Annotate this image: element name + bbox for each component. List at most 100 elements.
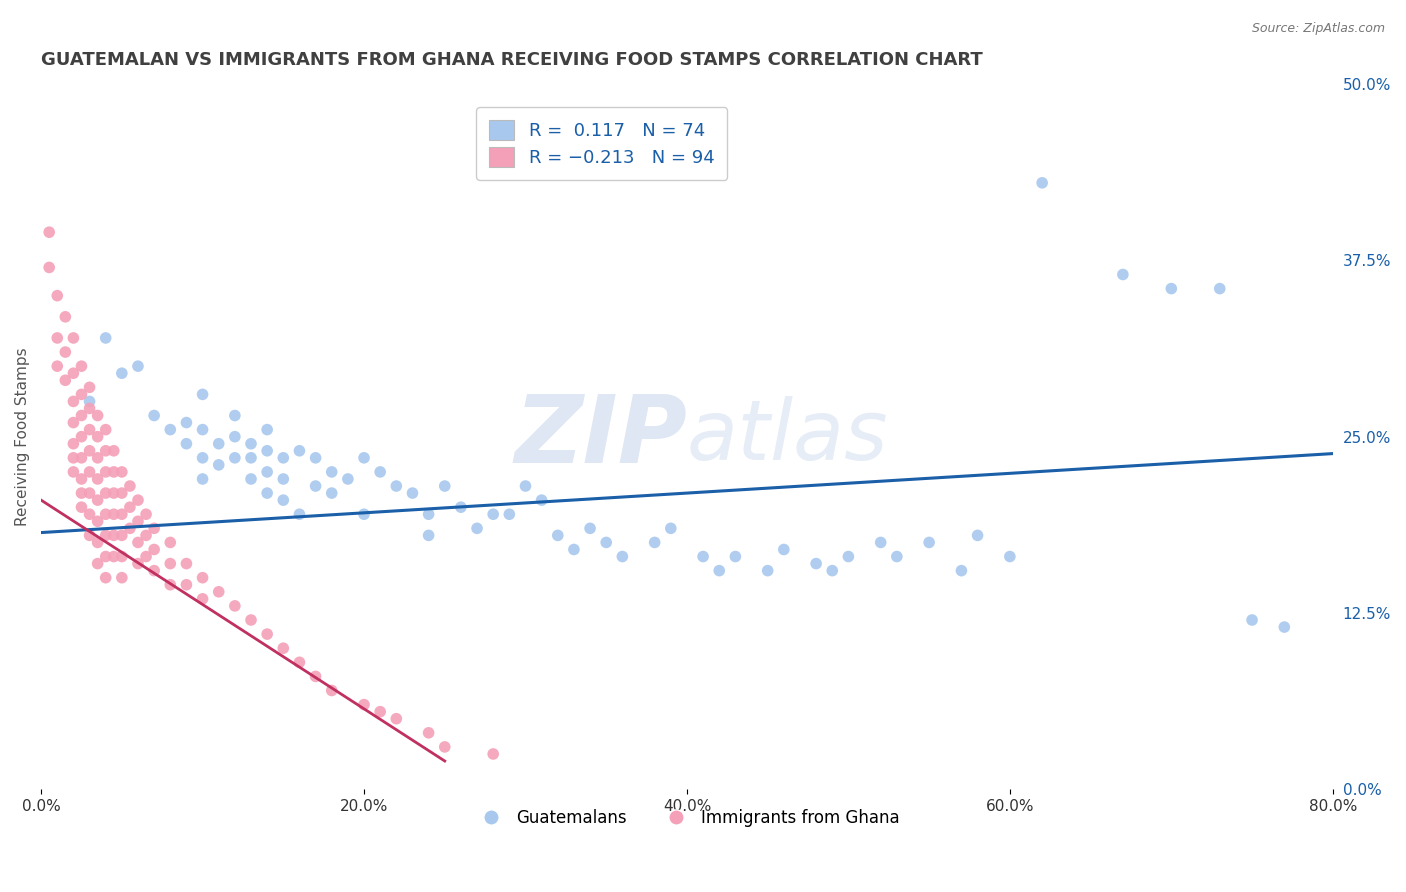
- Point: [62, 366, 84, 380]
- Point: [176, 557, 198, 571]
- Point: [86, 514, 108, 528]
- Point: [94, 507, 117, 521]
- Point: [240, 450, 263, 465]
- Point: [111, 571, 134, 585]
- Point: [70, 409, 93, 423]
- Point: [1160, 282, 1182, 296]
- Point: [579, 521, 602, 535]
- Point: [127, 535, 149, 549]
- Point: [191, 591, 214, 606]
- Point: [103, 507, 125, 521]
- Point: [86, 450, 108, 465]
- Point: [94, 423, 117, 437]
- Point: [368, 705, 391, 719]
- Point: [70, 486, 93, 500]
- Point: [1272, 620, 1295, 634]
- Text: atlas: atlas: [688, 396, 889, 477]
- Point: [46, 331, 69, 345]
- Point: [450, 500, 472, 515]
- Point: [70, 387, 93, 401]
- Point: [135, 528, 157, 542]
- Point: [103, 486, 125, 500]
- Point: [240, 436, 263, 450]
- Point: [304, 450, 326, 465]
- Y-axis label: Receiving Food Stamps: Receiving Food Stamps: [15, 347, 30, 526]
- Point: [595, 535, 617, 549]
- Point: [38, 260, 60, 275]
- Point: [224, 450, 246, 465]
- Point: [724, 549, 747, 564]
- Point: [127, 514, 149, 528]
- Point: [353, 507, 375, 521]
- Point: [79, 486, 101, 500]
- Point: [127, 359, 149, 373]
- Point: [159, 535, 181, 549]
- Point: [111, 507, 134, 521]
- Point: [159, 423, 181, 437]
- Point: [176, 436, 198, 450]
- Point: [271, 472, 294, 486]
- Point: [94, 443, 117, 458]
- Point: [1112, 268, 1135, 282]
- Point: [86, 409, 108, 423]
- Point: [208, 436, 231, 450]
- Point: [692, 549, 714, 564]
- Point: [256, 423, 278, 437]
- Point: [62, 416, 84, 430]
- Point: [886, 549, 908, 564]
- Point: [256, 443, 278, 458]
- Point: [70, 472, 93, 486]
- Point: [756, 564, 779, 578]
- Point: [224, 599, 246, 613]
- Point: [94, 331, 117, 345]
- Point: [547, 528, 569, 542]
- Point: [950, 564, 973, 578]
- Point: [176, 416, 198, 430]
- Point: [433, 479, 456, 493]
- Point: [304, 479, 326, 493]
- Point: [159, 557, 181, 571]
- Point: [135, 507, 157, 521]
- Point: [240, 613, 263, 627]
- Point: [304, 669, 326, 683]
- Point: [321, 486, 343, 500]
- Point: [143, 564, 166, 578]
- Point: [191, 423, 214, 437]
- Point: [515, 479, 537, 493]
- Point: [62, 450, 84, 465]
- Point: [143, 409, 166, 423]
- Point: [837, 549, 859, 564]
- Point: [659, 521, 682, 535]
- Point: [288, 655, 311, 669]
- Point: [401, 486, 423, 500]
- Point: [46, 359, 69, 373]
- Point: [256, 486, 278, 500]
- Point: [530, 493, 553, 508]
- Point: [612, 549, 634, 564]
- Point: [86, 472, 108, 486]
- Point: [94, 486, 117, 500]
- Point: [288, 443, 311, 458]
- Point: [821, 564, 844, 578]
- Point: [482, 747, 505, 761]
- Point: [191, 450, 214, 465]
- Point: [321, 465, 343, 479]
- Point: [191, 571, 214, 585]
- Point: [966, 528, 988, 542]
- Point: [256, 465, 278, 479]
- Point: [118, 500, 141, 515]
- Point: [240, 472, 263, 486]
- Point: [1241, 613, 1264, 627]
- Point: [103, 528, 125, 542]
- Point: [271, 493, 294, 508]
- Point: [998, 549, 1021, 564]
- Point: [288, 507, 311, 521]
- Point: [353, 698, 375, 712]
- Point: [111, 465, 134, 479]
- Point: [465, 521, 488, 535]
- Point: [103, 443, 125, 458]
- Point: [772, 542, 794, 557]
- Point: [644, 535, 666, 549]
- Point: [111, 549, 134, 564]
- Point: [70, 450, 93, 465]
